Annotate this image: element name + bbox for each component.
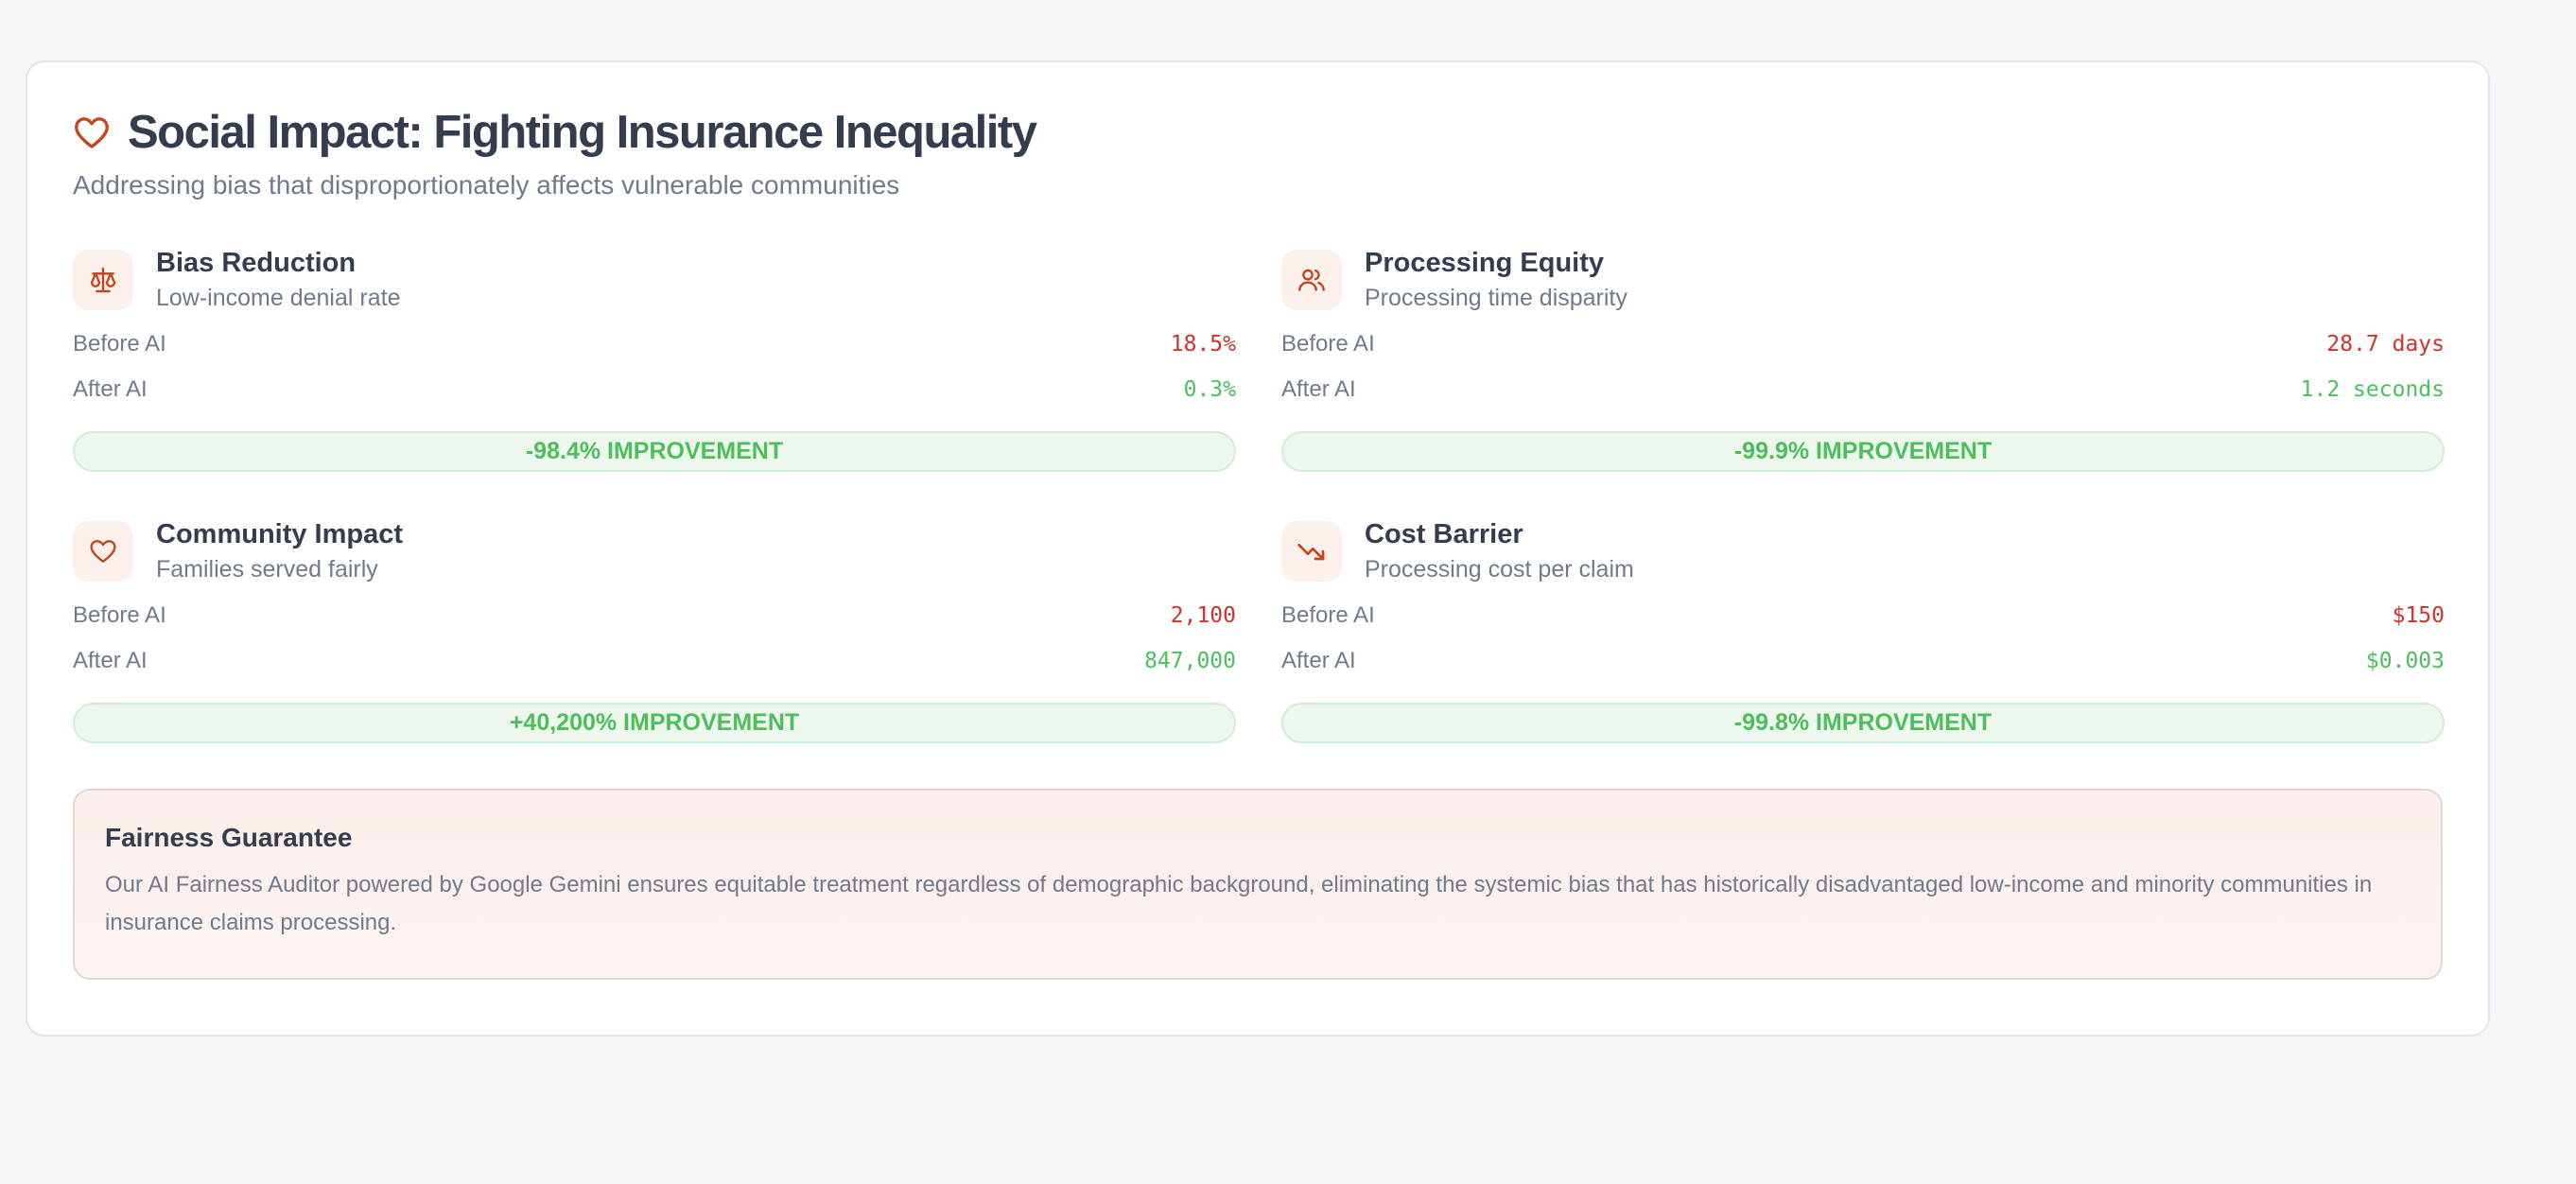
metric-processing-equity: Processing Equity Processing time dispari… (1281, 248, 2445, 472)
metric-subtitle: Families served fairly (156, 556, 378, 583)
improvement-badge: -98.4% IMPROVEMENT (73, 431, 1236, 472)
before-value: $150 (2392, 603, 2445, 628)
metrics-grid: Bias Reduction Low-income denial rate Bef… (73, 248, 2445, 743)
after-value: 1.2 seconds (2300, 377, 2445, 402)
metric-subtitle: Processing time disparity (1365, 285, 1627, 311)
before-value: 28.7 days (2326, 332, 2445, 357)
after-label: After AI (1281, 648, 1356, 673)
fairness-guarantee-box: Fairness Guarantee Our AI Fairness Audit… (73, 789, 2443, 980)
improvement-badge: -99.9% IMPROVEMENT (1281, 431, 2445, 472)
improvement-badge: +40,200% IMPROVEMENT (73, 703, 1236, 743)
trending-down-icon (1281, 521, 1342, 582)
header: Social Impact: Fighting Insurance Inequa… (73, 106, 2443, 159)
after-value: 0.3% (1183, 377, 1236, 402)
heart-icon (73, 521, 133, 582)
metric-title: Cost Barrier (1365, 519, 1523, 549)
metric-title: Bias Reduction (156, 248, 357, 278)
social-impact-card: Social Impact: Fighting Insurance Inequa… (26, 61, 2490, 1036)
before-label: Before AI (73, 602, 166, 628)
metric-community-impact: Community Impact Families served fairly B… (73, 519, 1236, 743)
before-label: Before AI (1281, 331, 1375, 357)
before-value: 18.5% (1170, 332, 1236, 357)
metric-bias-reduction: Bias Reduction Low-income denial rate Bef… (73, 248, 1236, 472)
users-icon (1281, 250, 1342, 310)
page-subtitle: Addressing bias that disproportionately … (73, 170, 900, 200)
after-label: After AI (73, 376, 148, 402)
after-label: After AI (73, 648, 148, 673)
metric-subtitle: Low-income denial rate (156, 285, 401, 311)
metric-title: Processing Equity (1365, 248, 1605, 278)
improvement-badge: -99.8% IMPROVEMENT (1281, 703, 2445, 743)
before-value: 2,100 (1170, 603, 1236, 628)
page-title: Social Impact: Fighting Insurance Inequa… (128, 107, 1037, 158)
after-label: After AI (1281, 376, 1356, 402)
metric-subtitle: Processing cost per claim (1365, 556, 1634, 583)
metric-cost-barrier: Cost Barrier Processing cost per claim Be… (1281, 519, 2445, 743)
after-value: $0.003 (2365, 649, 2445, 673)
after-value: 847,000 (1144, 649, 1236, 673)
metric-title: Community Impact (156, 519, 404, 549)
before-label: Before AI (73, 331, 166, 357)
scale-icon (73, 250, 133, 310)
fairness-text: Our AI Fairness Auditor powered by Googl… (105, 872, 2373, 935)
fairness-title: Fairness Guarantee (105, 823, 353, 852)
heart-icon (73, 113, 111, 151)
before-label: Before AI (1281, 602, 1375, 628)
